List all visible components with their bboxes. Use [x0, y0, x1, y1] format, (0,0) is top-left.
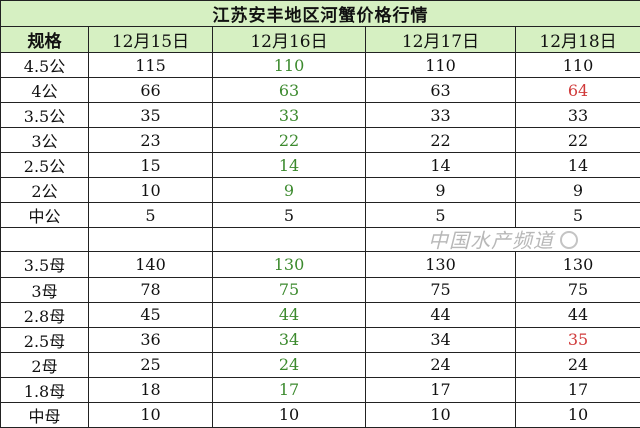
price-cell: 17 [212, 376, 366, 403]
spec-cell: 中公 [0, 202, 89, 229]
price-cell: 34 [365, 326, 516, 353]
price-cell: 25 [88, 351, 213, 378]
price-cell: 130 [365, 251, 516, 278]
price-cell: 64 [514, 77, 640, 104]
price-cell: 24 [212, 351, 366, 378]
spec-cell: 3.5母 [0, 251, 89, 278]
spec-cell: 2.8母 [0, 301, 89, 328]
table-row: 2.5公 15 14 14 14 [0, 152, 640, 179]
price-cell: 140 [88, 251, 213, 278]
price-cell: 9 [365, 177, 516, 204]
price-cell: 63 [212, 77, 366, 104]
table-row: 2公 10 9 9 9 [0, 177, 640, 204]
price-cell: 14 [514, 152, 640, 179]
price-cell: 15 [88, 152, 213, 179]
table-row: 4公 66 63 63 64 [0, 77, 640, 104]
spec-cell: 1.8母 [0, 376, 89, 403]
spec-cell: 2母 [0, 351, 89, 378]
spec-cell: 4公 [0, 77, 89, 104]
price-cell: 130 [212, 251, 366, 278]
price-cell: 35 [514, 326, 640, 353]
price-cell: 22 [365, 127, 516, 154]
price-cell: 10 [88, 177, 213, 204]
price-cell: 66 [88, 77, 213, 104]
header-date: 12月17日 [365, 26, 516, 54]
empty-cell [0, 227, 89, 253]
table-row: 3公 23 22 22 22 [0, 127, 640, 154]
price-cell: 44 [514, 301, 640, 328]
price-cell: 23 [88, 127, 213, 154]
spec-cell: 中母 [0, 401, 89, 428]
price-cell: 5 [88, 202, 213, 229]
table-row: 3母 78 75 75 75 [0, 276, 640, 303]
price-cell: 5 [514, 202, 640, 229]
spec-cell: 3母 [0, 276, 89, 303]
price-cell: 17 [514, 376, 640, 403]
spec-cell: 2.5公 [0, 152, 89, 179]
watermark: 中国水产频道 [428, 228, 555, 252]
price-cell: 22 [514, 127, 640, 154]
price-cell: 78 [88, 276, 213, 303]
price-cell: 110 [514, 52, 640, 79]
spec-cell: 4.5公 [0, 52, 89, 79]
price-cell: 10 [365, 401, 516, 428]
price-cell: 17 [365, 376, 516, 403]
table-row: 中母 10 10 10 10 [0, 401, 640, 428]
spec-cell: 3公 [0, 127, 89, 154]
price-cell: 9 [514, 177, 640, 204]
price-cell: 36 [88, 326, 213, 353]
price-cell: 14 [212, 152, 366, 179]
price-cell: 33 [514, 102, 640, 129]
watermark-globe-icon [560, 231, 579, 250]
table-row: 中公 5 5 5 5 [0, 202, 640, 229]
empty-cell [88, 227, 213, 253]
price-cell: 18 [88, 376, 213, 403]
price-cell: 75 [212, 276, 366, 303]
price-cell: 115 [88, 52, 213, 79]
price-cell: 110 [212, 52, 366, 79]
price-cell: 24 [514, 351, 640, 378]
price-cell: 45 [88, 301, 213, 328]
price-cell: 9 [212, 177, 366, 204]
table-title: 江苏安丰地区河蟹价格行情 [0, 0, 640, 28]
price-cell: 75 [365, 276, 516, 303]
price-cell: 33 [365, 102, 516, 129]
header-date: 12月18日 [514, 26, 640, 54]
price-cell: 5 [212, 202, 366, 229]
spec-cell: 2公 [0, 177, 89, 204]
watermark-cell: 中国水产频道 [364, 227, 640, 253]
price-cell: 22 [212, 127, 366, 154]
table-row: 2.5母 36 34 34 35 [0, 326, 640, 353]
header-spec: 规格 [0, 26, 89, 54]
table-row: 3.5公 35 33 33 33 [0, 102, 640, 129]
table-row: 2.8母 45 44 44 44 [0, 301, 640, 328]
price-cell: 24 [365, 351, 516, 378]
price-cell: 130 [514, 251, 640, 278]
price-cell: 33 [212, 102, 366, 129]
header-date: 12月16日 [212, 26, 366, 54]
spec-cell: 3.5公 [0, 102, 89, 129]
price-cell: 5 [365, 202, 516, 229]
price-cell: 44 [212, 301, 366, 328]
price-cell: 34 [212, 326, 366, 353]
spacer-row: 中国水产频道 [0, 227, 640, 253]
price-cell: 75 [514, 276, 640, 303]
price-cell: 10 [88, 401, 213, 428]
table-row: 1.8母 18 17 17 17 [0, 376, 640, 403]
price-cell: 10 [212, 401, 366, 428]
table-row: 4.5公 115 110 110 110 [0, 52, 640, 79]
empty-cell [212, 227, 366, 253]
table-row: 3.5母 140 130 130 130 [0, 251, 640, 278]
price-cell: 110 [365, 52, 516, 79]
header-date: 12月15日 [88, 26, 213, 54]
price-cell: 63 [365, 77, 516, 104]
spec-cell: 2.5母 [0, 326, 89, 353]
price-cell: 35 [88, 102, 213, 129]
price-cell: 10 [514, 401, 640, 428]
table-row: 2母 25 24 24 24 [0, 351, 640, 378]
price-cell: 14 [365, 152, 516, 179]
price-cell: 44 [365, 301, 516, 328]
